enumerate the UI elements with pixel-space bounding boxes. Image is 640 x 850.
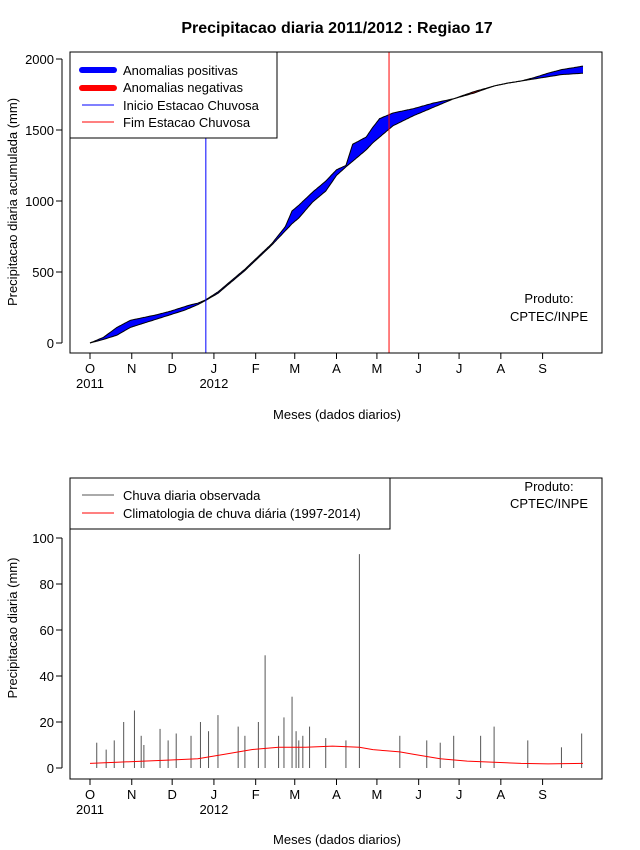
x-year-label: 2011 (76, 802, 104, 817)
accumulated-chart: Precipitacao diaria 2011/2012 : Regiao 1… (5, 20, 603, 422)
y-tick-label: 100 (32, 531, 54, 546)
x-year-label: 2012 (199, 802, 228, 817)
y-tick-label: 60 (40, 623, 54, 638)
daily-product-source: CPTEC/INPE (510, 496, 588, 511)
y-tick-label: 20 (40, 715, 54, 730)
chart-title: Precipitacao diaria 2011/2012 : Regiao 1… (181, 20, 492, 37)
daily-legend-box (69, 477, 391, 530)
x-tick-label: A (496, 787, 505, 802)
x-tick-label: J (456, 361, 463, 376)
daily-chart: 0 20 40 60 80 100 O N D J F M A M J J A S 2011 2012 Precip… (5, 477, 603, 847)
y-tick-label: 2000 (25, 52, 54, 67)
x-tick-label: D (167, 361, 176, 376)
x-tick-label: S (538, 787, 547, 802)
y-tick-label: 0 (47, 761, 54, 776)
daily-x-label: Meses (dados diarios) (273, 832, 401, 847)
x-tick-label: A (332, 787, 341, 802)
x-year-label: 2011 (76, 376, 104, 391)
y-tick-label: 500 (32, 265, 54, 280)
x-tick-label: M (371, 787, 382, 802)
x-tick-label: M (371, 361, 382, 376)
y-tick-label: 80 (40, 577, 54, 592)
y-tick-label: 1500 (25, 123, 54, 138)
x-tick-label: A (496, 361, 505, 376)
x-tick-label: J (415, 787, 422, 802)
legend-season-start-label: Inicio Estacao Chuvosa (123, 98, 260, 113)
accumulated-plot-area (89, 52, 584, 353)
legend-climatology-label: Climatologia de chuva diária (1997-2014) (123, 506, 361, 521)
legend-season-end-label: Fim Estacao Chuvosa (123, 115, 251, 130)
climatology-daily-line (89, 745, 584, 765)
daily-y-label: Precipitacao diaria (mm) (5, 558, 20, 699)
accumulated-y-axis: 0 500 1000 1500 2000 (25, 52, 63, 351)
x-tick-label: S (538, 361, 547, 376)
legend-positive-label: Anomalias positivas (123, 63, 238, 78)
legend-observed-label: Chuva diaria observada (123, 488, 261, 503)
x-year-label: 2012 (199, 376, 228, 391)
y-tick-label: 40 (40, 669, 54, 684)
accumulated-legend: Anomalias positivas Anomalias negativas … (69, 51, 278, 139)
accumulated-product-label: Produto: (524, 291, 573, 306)
daily-legend: Chuva diaria observada Climatologia de c… (69, 477, 391, 530)
x-tick-label: J (415, 361, 422, 376)
daily-product-label: Produto: (524, 479, 573, 494)
daily-x-axis: O N D J F M A M J J A S 2011 2012 (76, 778, 547, 817)
x-tick-label: O (85, 361, 95, 376)
x-tick-label: J (211, 361, 218, 376)
positive-anomaly-area (494, 66, 583, 86)
x-tick-label: J (211, 787, 218, 802)
accumulated-x-label: Meses (dados diarios) (273, 407, 401, 422)
climatology-accumulated-line (89, 72, 584, 344)
x-tick-label: O (85, 787, 95, 802)
accumulated-x-axis: O N D J F M A M J J A S 2011 2012 (76, 352, 547, 391)
y-tick-label: 0 (47, 336, 54, 351)
y-tick-label: 1000 (25, 194, 54, 209)
accumulated-product-source: CPTEC/INPE (510, 309, 588, 324)
legend-negative-label: Anomalias negativas (123, 80, 243, 95)
x-tick-label: F (252, 787, 260, 802)
x-tick-label: D (167, 787, 176, 802)
x-tick-label: N (127, 361, 136, 376)
x-tick-label: M (289, 787, 300, 802)
x-tick-label: J (456, 787, 463, 802)
daily-y-axis: 0 20 40 60 80 100 (32, 531, 63, 776)
x-tick-label: A (332, 361, 341, 376)
x-tick-label: M (289, 361, 300, 376)
x-tick-label: N (127, 787, 136, 802)
x-tick-label: F (252, 361, 260, 376)
accumulated-y-label: Precipitacao diaria acumulada (mm) (5, 98, 20, 306)
daily-plot-area (89, 554, 584, 768)
accumulated-legend-box (69, 51, 278, 139)
